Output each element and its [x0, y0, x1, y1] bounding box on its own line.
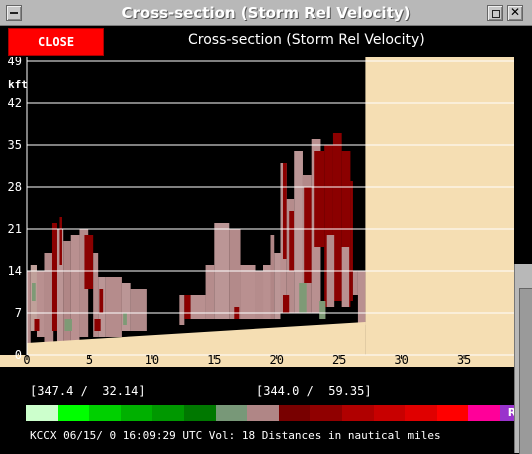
minimize-button[interactable] [487, 5, 503, 21]
velocity-cell [63, 241, 71, 343]
velocity-cell [289, 211, 295, 271]
velocity-cell [299, 283, 307, 313]
velocity-cell [51, 223, 57, 331]
close-button[interactable]: CLOSE [8, 28, 104, 56]
velocity-cell [31, 283, 36, 301]
x-tick-label: 15 [207, 353, 221, 367]
colorbar-swatch [120, 405, 153, 421]
velocity-cell [84, 235, 94, 289]
velocity-cell [229, 229, 241, 319]
velocity-cell [319, 301, 326, 319]
velocity-cell [314, 151, 325, 247]
colorbar-swatch [183, 405, 216, 421]
velocity-cell [121, 283, 131, 331]
x-tick-label: 20 [270, 353, 284, 367]
y-tick-label: 21 [8, 222, 22, 236]
velocity-colorbar: RF [26, 405, 532, 421]
x-tick-label: 5 [86, 353, 93, 367]
status-line: KCCX 06/15/ 0 16:09:29 UTC Vol: 18 Dista… [30, 429, 441, 442]
colorbar-swatch [468, 405, 500, 421]
background-window-edge[interactable] [514, 264, 532, 454]
x-tick-label: 0 [23, 353, 30, 367]
velocity-cell [105, 277, 122, 337]
colorbar-swatch [278, 405, 311, 421]
velocity-cell [179, 295, 185, 325]
colorbar-swatch [373, 405, 406, 421]
colorbar-swatch [436, 405, 469, 421]
y-tick-label: 28 [8, 180, 22, 194]
y-tick-label: 7 [15, 306, 22, 320]
velocity-cell [93, 253, 99, 337]
velocity-cell [304, 187, 312, 283]
y-tick-label: 14 [8, 264, 22, 278]
colorbar-swatch [341, 405, 374, 421]
no-data-region [365, 57, 514, 355]
velocity-cell [70, 235, 80, 343]
velocity-cell [350, 181, 353, 301]
window-title: Cross-section (Storm Rel Velocity) [121, 4, 411, 22]
velocity-cell [123, 313, 127, 325]
window-menu-button[interactable] [6, 5, 22, 21]
window-menu-icon [10, 12, 18, 14]
minimize-icon [492, 10, 500, 18]
velocity-cell [27, 271, 31, 343]
x-tick-label: 30 [394, 353, 408, 367]
right-endpoint-coordinates: [344.0 / 59.35] [256, 384, 372, 398]
colorbar-swatch [215, 405, 248, 421]
cross-section-svg: 0 7 14 21 28 35 42 49 kft 0 5 10 15 20 25 30 35 [0, 57, 532, 367]
velocity-cell [263, 265, 271, 319]
colorbar-swatch [26, 405, 58, 421]
cross-section-plot: 0 7 14 21 28 35 42 49 kft 0 5 10 15 20 25 30 35 [0, 57, 532, 367]
ground-region [27, 322, 366, 355]
colorbar-swatch [57, 405, 90, 421]
colorbar-swatch [310, 405, 342, 421]
velocity-cell [270, 235, 275, 319]
velocity-cell [282, 295, 290, 313]
velocity-cell [255, 271, 264, 319]
window-close-button[interactable]: ✕ [507, 5, 523, 21]
left-endpoint-coordinates: [347.4 / 32.14] [30, 384, 146, 398]
velocity-cell [205, 265, 215, 319]
velocity-cell [130, 289, 147, 331]
velocity-cell [352, 271, 358, 295]
y-tick-label: 42 [8, 96, 22, 110]
colorbar-swatch [152, 405, 184, 421]
velocity-cell [64, 319, 72, 331]
x-tick-label: 10 [145, 353, 159, 367]
velocity-cell [56, 229, 64, 343]
colorbar-swatch [405, 405, 437, 421]
x-tick-label: 35 [457, 353, 471, 367]
window-titlebar[interactable]: Cross-section (Storm Rel Velocity) ✕ [0, 0, 532, 26]
velocity-cell [282, 163, 287, 259]
velocity-cell [324, 145, 333, 307]
y-unit-label: kft [8, 78, 28, 91]
velocity-cell [294, 151, 303, 313]
velocity-cell [59, 217, 62, 265]
colorbar-swatch [247, 405, 279, 421]
velocity-cell [79, 229, 89, 337]
velocity-cell [44, 253, 54, 343]
velocity-cell [190, 295, 206, 319]
velocity-cell [36, 271, 45, 337]
close-icon: ✕ [509, 5, 521, 19]
x-tick-label: 25 [332, 353, 346, 367]
velocity-cell [357, 271, 366, 325]
velocity-cell [99, 289, 104, 313]
velocity-cell [341, 247, 350, 307]
velocity-cell [34, 319, 40, 331]
velocity-cell [184, 295, 191, 319]
y-tick-label: 35 [8, 138, 22, 152]
y-tick-label: 49 [8, 57, 22, 68]
velocity-cell [94, 319, 101, 331]
y-tick-label: 0 [15, 348, 22, 362]
velocity-cell [332, 133, 342, 301]
colorbar-swatch [89, 405, 121, 421]
velocity-cell [240, 265, 256, 319]
x-axis-band [0, 355, 532, 367]
background-window-panel [519, 288, 532, 454]
velocity-cell [274, 253, 281, 319]
plot-header-label: Cross-section (Storm Rel Velocity) [188, 32, 425, 48]
